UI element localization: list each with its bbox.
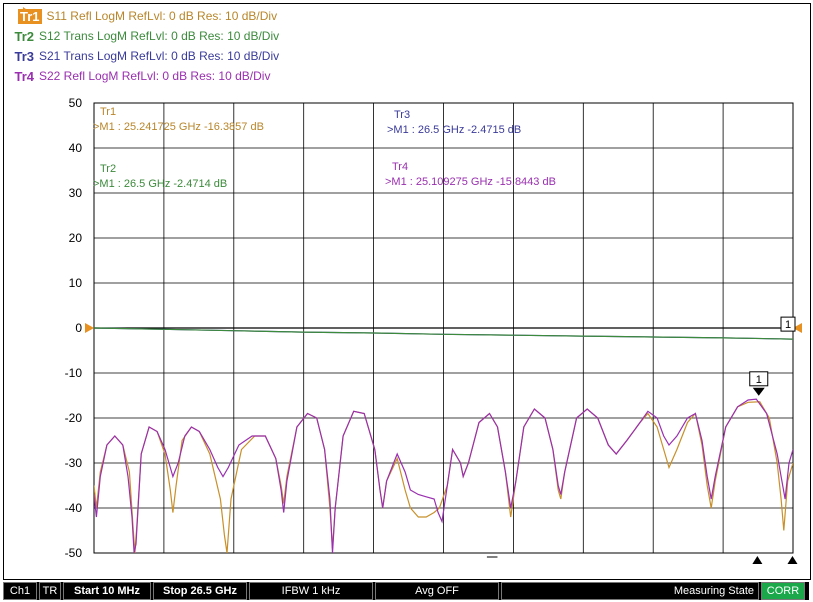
ifbw-setting[interactable]: IFBW 1 kHz: [249, 582, 373, 600]
stop-frequency[interactable]: Stop 26.5 GHz: [153, 582, 247, 600]
y-tick-label: 10: [69, 276, 83, 290]
readout-value-tr3: >M1 : 26.5 GHz -2.4715 dB: [387, 124, 521, 136]
y-tick-label: -40: [65, 501, 83, 515]
readout-trace-tr4: Tr4: [392, 161, 408, 173]
ref-level-left-icon: [85, 323, 94, 333]
y-tick-label: 40: [69, 141, 83, 155]
stimulus-marker-icon: [752, 556, 762, 564]
y-tick-label: 30: [69, 186, 83, 200]
y-tick-label: -10: [65, 366, 83, 380]
marker-label-s21: 1: [785, 319, 791, 331]
chart-grid: [94, 103, 793, 553]
measuring-state: Measuring State: [501, 582, 759, 600]
readout-value-tr2: >M1 : 26.5 GHz -2.4714 dB: [93, 178, 227, 190]
readout-value-tr1: >M1 : 25.241725 GHz -16.3857 dB: [93, 121, 264, 133]
status-bar: Ch1 TR Start 10 MHz Stop 26.5 GHz IFBW 1…: [3, 582, 809, 600]
y-tick-label: 20: [69, 231, 83, 245]
channel-indicator[interactable]: Ch1: [3, 582, 37, 600]
readout-value-tr4: >M1 : 25.109275 GHz -15.8443 dB: [385, 176, 556, 188]
y-tick-label: 0: [75, 321, 82, 335]
readout-trace-tr3: Tr3: [394, 109, 410, 121]
start-frequency[interactable]: Start 10 MHz: [63, 582, 151, 600]
stimulus-marker-icon: [787, 556, 797, 564]
y-tick-label: 50: [69, 96, 83, 110]
y-tick-label: -50: [65, 546, 83, 560]
readout-trace-tr2: Tr2: [100, 163, 116, 175]
readout-trace-tr1: Tr1: [100, 106, 116, 118]
measurement-chart: 50 40 30 20 10 0 -10 -20 -30 -40 -50 Tr1 >M1 : 25.2…: [0, 0, 813, 580]
y-tick-label: -20: [65, 411, 83, 425]
marker-label-s11: 1: [756, 374, 762, 386]
correction-indicator[interactable]: CORR: [761, 582, 805, 600]
y-tick-label: -30: [65, 456, 83, 470]
trigger-indicator[interactable]: TR: [39, 582, 61, 600]
averaging-setting[interactable]: Avg OFF: [375, 582, 499, 600]
